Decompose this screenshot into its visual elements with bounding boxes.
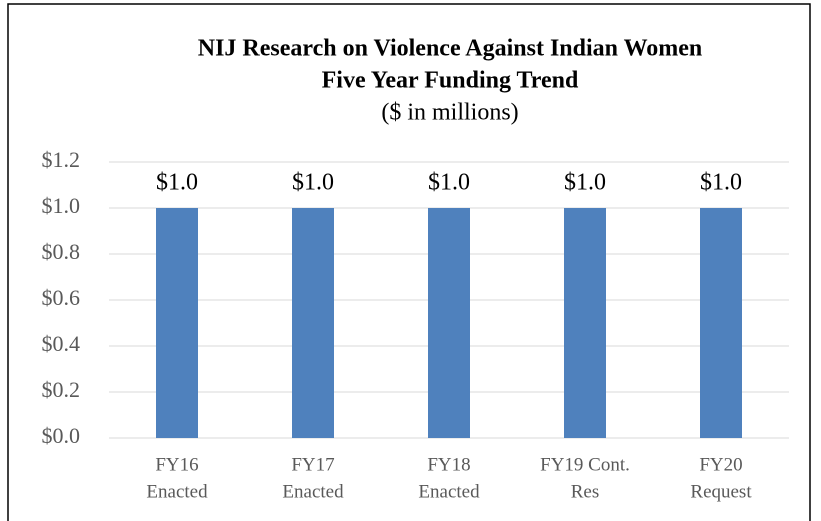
y-tick-label: $0.2 <box>42 377 81 402</box>
x-tick-label: FY16 <box>155 454 198 475</box>
x-tick-label: Request <box>690 481 752 502</box>
data-label: $1.0 <box>700 170 742 196</box>
y-tick-label: $0.6 <box>42 285 81 310</box>
y-tick-label: $0.0 <box>42 423 81 448</box>
data-label: $1.0 <box>292 170 334 196</box>
bar <box>428 208 470 438</box>
x-tick-label: Enacted <box>282 481 344 502</box>
y-tick-label: $0.4 <box>42 331 81 356</box>
chart-border <box>7 3 811 521</box>
x-tick-label: Enacted <box>418 481 480 502</box>
x-tick-label: Enacted <box>146 481 208 502</box>
y-tick-label: $1.0 <box>42 193 81 218</box>
bar <box>156 208 198 438</box>
bar <box>292 208 334 438</box>
chart-subtitle: ($ in millions) <box>381 100 518 126</box>
data-label: $1.0 <box>428 170 470 196</box>
y-tick-label: $1.2 <box>42 147 81 172</box>
data-label: $1.0 <box>156 170 198 196</box>
chart-title: Five Year Funding Trend <box>322 68 579 94</box>
bar <box>700 208 742 438</box>
x-tick-label: FY20 <box>699 454 742 475</box>
data-label: $1.0 <box>564 170 606 196</box>
x-tick-label: Res <box>571 481 600 502</box>
bar <box>564 208 606 438</box>
x-tick-label: FY18 <box>427 454 470 475</box>
y-tick-label: $0.8 <box>42 239 81 264</box>
chart-title: NIJ Research on Violence Against Indian … <box>198 36 703 62</box>
x-tick-label: FY19 Cont. <box>540 454 630 475</box>
x-tick-label: FY17 <box>291 454 334 475</box>
